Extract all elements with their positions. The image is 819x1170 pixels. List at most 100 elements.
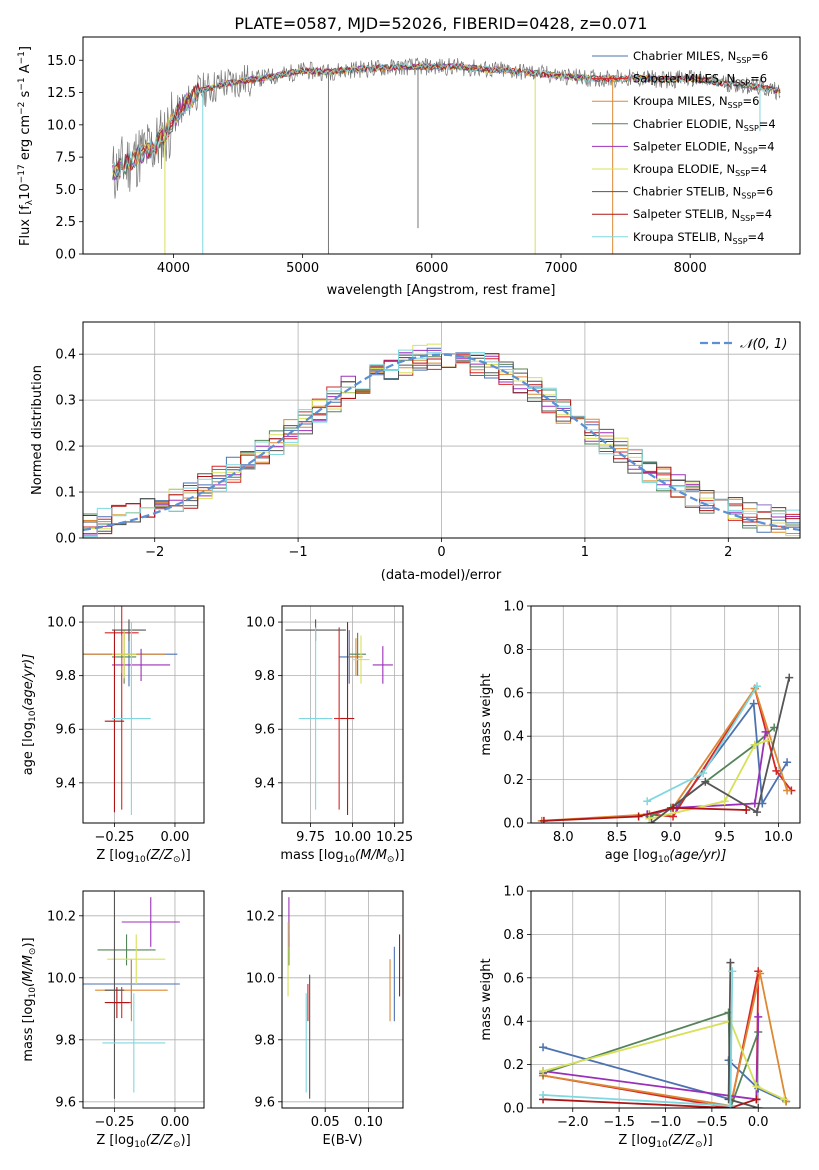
axes-frame — [82, 605, 205, 824]
label-part: ⊙ — [695, 1140, 703, 1150]
label-part: age [log — [605, 848, 658, 863]
x-tick-label: 8.0 — [553, 830, 574, 845]
x-tick-label: 0.00 — [160, 1115, 189, 1130]
plot-area — [287, 897, 401, 1099]
legend-text: Chabrier MILES, N — [633, 49, 736, 63]
y-tick-label: 10.0 — [246, 971, 275, 986]
label-part: 10 — [658, 855, 670, 865]
y-tick-label: 9.6 — [254, 723, 275, 738]
legend-label: Salpeter STELIB, NSSP=4 — [633, 207, 772, 223]
legend-text: =6 — [750, 72, 767, 86]
label-part: Flux [f — [18, 205, 33, 246]
label-part: ⊙ — [173, 1140, 181, 1150]
weight-marker — [720, 797, 729, 806]
legend-text: =4 — [755, 207, 772, 221]
weight-marker — [783, 786, 792, 795]
y-tick-label: 0.1 — [55, 486, 76, 501]
model-spectrum-line — [112, 62, 781, 178]
legend-label: Kroupa STELIB, NSSP=4 — [633, 230, 764, 246]
plot-area — [83, 606, 178, 815]
panel-residuals: −2 −1 0 1 2 0.0 0.1 0.2 0.3 0.4 𝒩(0, 1) (data-model… — [30, 321, 801, 583]
label-part: −1 — [17, 51, 27, 64]
weight-line — [647, 701, 788, 816]
legend-text: =4 — [759, 117, 776, 131]
x-axis-label: Z [log10(Z/Z⊙)] — [618, 1133, 712, 1150]
x-tick-label: −2 — [145, 545, 164, 560]
label-part: erg cm — [18, 115, 33, 164]
label-part: (age/yr)] — [21, 654, 36, 711]
legend-text: =6 — [756, 185, 773, 199]
legend-text: Chabrier STELIB, N — [633, 185, 741, 199]
weight-marker — [634, 812, 643, 821]
legend-subscript: SSP — [735, 169, 750, 178]
legend-subscript: SSP — [741, 192, 756, 201]
weight-marker — [754, 1012, 763, 1021]
label-part: s — [18, 90, 33, 101]
label-part: 10 — [18, 183, 33, 200]
label-part: (Z/Z — [146, 1133, 174, 1148]
label-part: mass [log — [280, 848, 343, 863]
panel-weight-vs-age: 8.0 8.5 9.0 9.5 10.0 0.0 0.2 0.4 0.6 0.8 1.0 age [l… — [479, 600, 801, 865]
model-spectrum-line — [112, 62, 781, 177]
x-tick-label: −0.25 — [95, 1115, 135, 1130]
weight-line — [649, 739, 768, 820]
label-part: (M/M — [355, 848, 387, 863]
x-tick-label: −1.5 — [603, 1115, 635, 1130]
weight-line — [542, 971, 760, 1108]
weight-marker — [539, 1090, 548, 1099]
weight-marker — [539, 816, 548, 823]
y-tick-label: 10.2 — [47, 909, 76, 924]
panel-mass-vs-ebv: 0.05 0.10 9.6 9.8 10.0 10.2 E(B-V) — [246, 890, 404, 1148]
gaussian-legend-label: 𝒩(0, 1) — [740, 337, 787, 352]
label-part: mass [log — [21, 998, 36, 1061]
x-tick-label: 0.10 — [354, 1115, 383, 1130]
x-axis-label: mass [log10(M/M⊙)] — [280, 848, 404, 865]
x-tick-label: −0.25 — [95, 830, 135, 845]
legend-text: Salpeter STELIB, N — [633, 207, 740, 221]
legend-label: Salpeter ELODIE, NSSP=4 — [633, 139, 775, 155]
x-axis-label: wavelength [Angstrom, rest frame] — [327, 283, 556, 298]
label-part: ⊙ — [387, 855, 395, 865]
x-tick-label: 9.75 — [296, 830, 325, 845]
weight-marker — [643, 797, 652, 806]
y-tick-label: 0.8 — [503, 928, 524, 943]
x-tick-label: 10.00 — [334, 830, 371, 845]
x-tick-label: 1 — [581, 545, 589, 560]
y-tick-label: 9.8 — [254, 669, 275, 684]
weight-line — [543, 806, 747, 822]
y-tick-label: 0.6 — [503, 971, 524, 986]
panel-age-vs-mass: 9.75 10.00 10.25 9.4 9.6 9.8 10.0 mass [log10(M… — [246, 605, 413, 865]
legend-label: Kroupa ELODIE, NSSP=4 — [633, 162, 767, 178]
weight-marker — [699, 769, 708, 778]
legend-text: Salpeter ELODIE, N — [633, 139, 743, 153]
y-tick-label: 9.6 — [55, 1095, 76, 1110]
axes-frame — [82, 36, 801, 255]
weight-marker — [726, 958, 735, 967]
weight-marker — [750, 799, 759, 808]
y-axis-label: mass [log10(M/M⊙)] — [21, 937, 38, 1061]
plot-area — [285, 619, 393, 815]
x-axis-label: age [log10(age/yr)] — [605, 848, 727, 865]
x-tick-label: 5000 — [286, 261, 319, 276]
x-tick-label: −1.0 — [650, 1115, 682, 1130]
y-tick-label: 0.0 — [55, 532, 76, 547]
axes-frame — [530, 605, 801, 824]
y-tick-label: 0.0 — [503, 817, 524, 832]
label-part: ] — [18, 46, 33, 51]
legend-text: =6 — [751, 49, 768, 63]
x-tick-label: 0 — [437, 545, 445, 560]
legend-text: =4 — [748, 230, 765, 244]
y-tick-label: 7.5 — [55, 151, 76, 166]
axes-frame — [281, 605, 404, 824]
label-part: −2 — [17, 102, 27, 115]
weight-marker — [750, 740, 759, 749]
x-axis-label: Z [log10(Z/Z⊙)] — [96, 848, 190, 865]
label-part: −17 — [17, 164, 27, 183]
legend-label: Chabrier STELIB, NSSP=6 — [633, 185, 773, 201]
legend-subscript: SSP — [736, 56, 751, 65]
legend-text: Chabrier ELODIE, N — [633, 117, 744, 131]
legend-subscript: SSP — [733, 237, 748, 246]
label-part: −1 — [17, 77, 27, 90]
x-tick-label: −2.0 — [557, 1115, 589, 1130]
y-tick-label: 0.2 — [503, 1058, 524, 1073]
